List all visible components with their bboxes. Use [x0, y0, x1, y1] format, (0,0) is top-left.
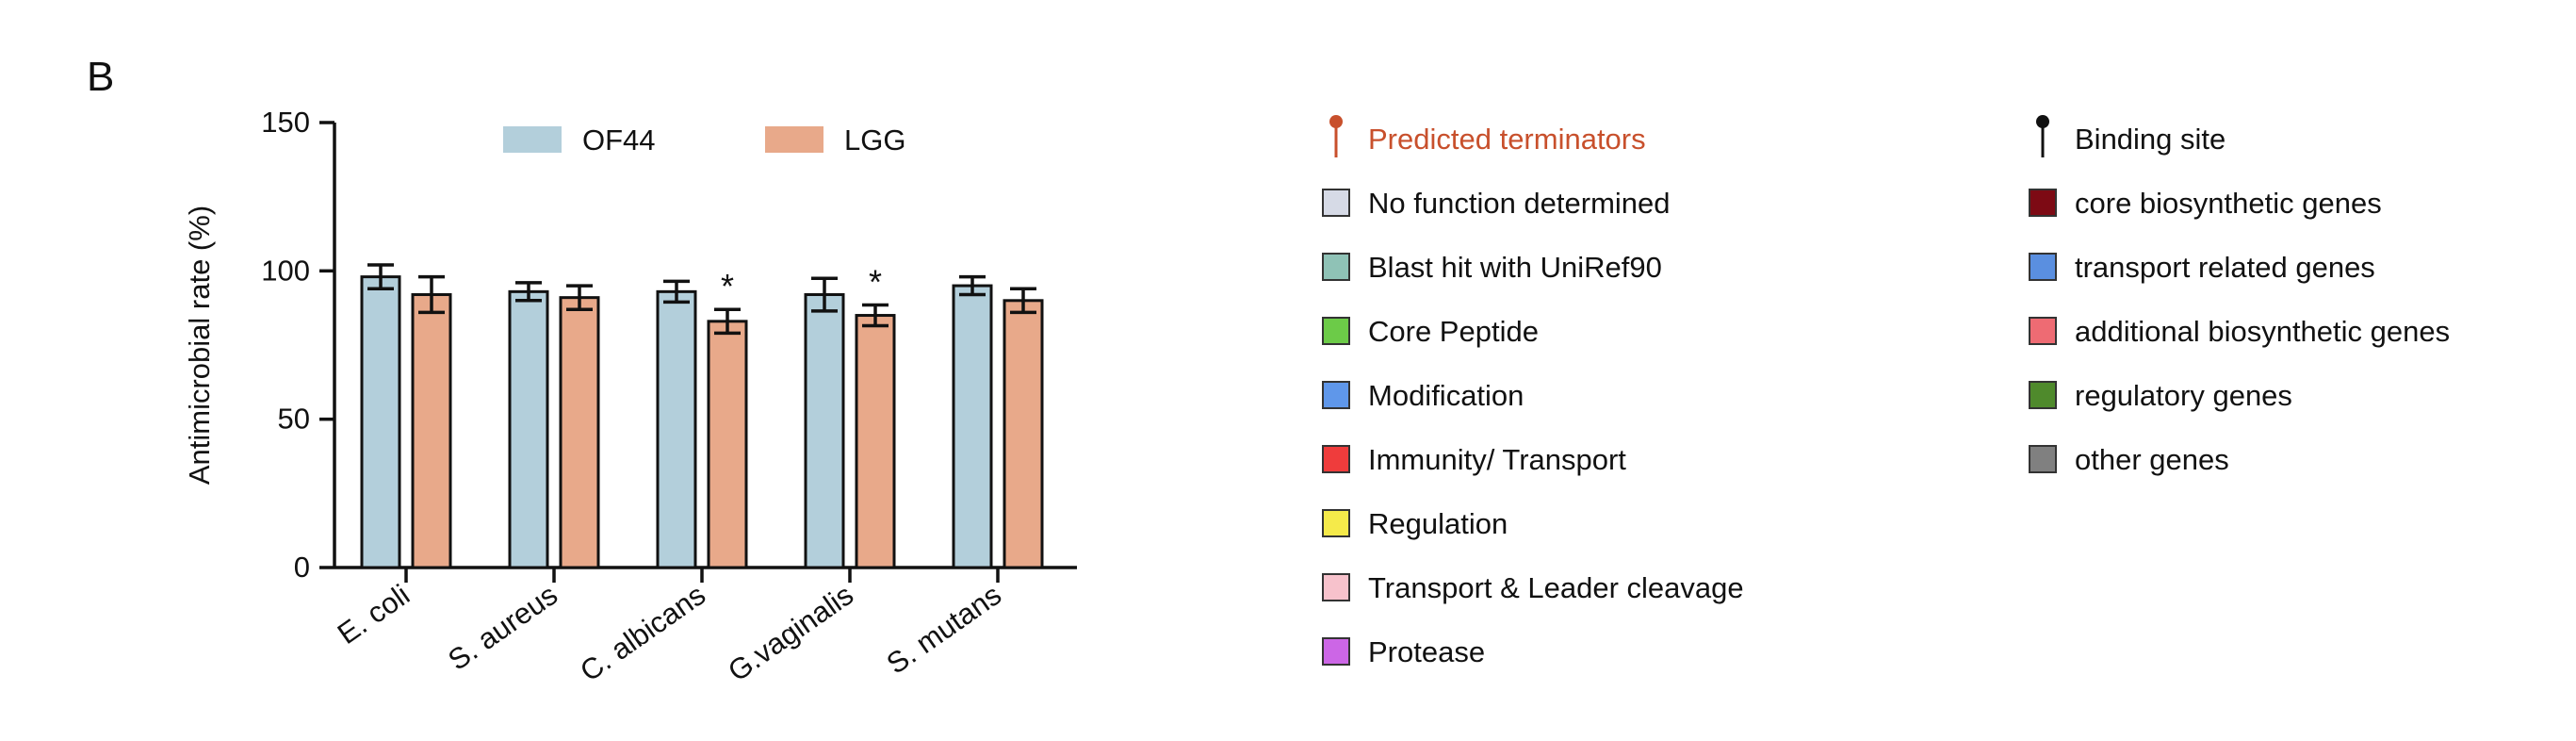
legend-label: additional biosynthetic genes — [2075, 315, 2450, 348]
pin-icon — [1329, 115, 1343, 157]
panel-label: B — [87, 54, 114, 100]
legend-item: Protease — [1322, 635, 1485, 668]
bars — [360, 275, 1044, 569]
legend-label: core biosynthetic genes — [2075, 187, 2382, 220]
legend-label: Modification — [1368, 379, 1524, 412]
legend-item: Predicted terminators — [1329, 115, 1646, 157]
legend-label: Immunity/ Transport — [1368, 443, 1626, 476]
y-tick-label: 100 — [261, 254, 310, 287]
pin-head — [1329, 115, 1343, 128]
bar-of44 — [656, 289, 697, 569]
bar-of44 — [508, 289, 549, 569]
y-tick-label: 0 — [294, 551, 310, 584]
legend-swatch-of44 — [503, 126, 562, 153]
legend-label: Regulation — [1368, 507, 1508, 540]
legend-item: Modification — [1322, 379, 1524, 412]
legend-swatch-lgg — [765, 126, 823, 153]
legend-swatch — [2029, 381, 2057, 409]
legend-label: Predicted terminators — [1368, 123, 1646, 156]
legend-label: Protease — [1368, 635, 1485, 668]
bar-of44 — [360, 275, 401, 569]
legend-label: No function determined — [1368, 187, 1671, 220]
legend-label: transport related genes — [2075, 251, 2375, 284]
x-tick-label: S. mutans — [881, 578, 1007, 681]
y-axis: 0 50 100 150 — [261, 106, 336, 584]
chart-legend: OF44 LGG — [503, 124, 905, 156]
legend-item: Regulation — [1322, 507, 1508, 540]
legend-label: Blast hit with UniRef90 — [1368, 251, 1662, 284]
legend-label-lgg: LGG — [844, 124, 905, 156]
legend-item: transport related genes — [2029, 251, 2375, 284]
legend-item: Blast hit with UniRef90 — [1322, 251, 1662, 284]
legend-swatch — [2029, 189, 2057, 217]
bar-lgg — [855, 314, 896, 569]
bar-lgg — [707, 320, 748, 569]
legend-label: Core Peptide — [1368, 315, 1539, 348]
significance-star: * — [721, 267, 734, 305]
bar-lgg — [411, 293, 452, 569]
significance-annotations: * * — [721, 263, 882, 306]
pin-icon — [2036, 115, 2049, 157]
legend-label-of44: OF44 — [582, 124, 656, 156]
x-tick-label: G.vaginalis — [722, 578, 859, 688]
legend-label: Binding site — [2075, 123, 2225, 156]
legend-swatch — [1322, 573, 1350, 601]
legend-swatch — [2029, 253, 2057, 281]
error-bars — [367, 263, 1036, 336]
legend-swatch — [1322, 509, 1350, 537]
legend-item: Core Peptide — [1322, 315, 1539, 348]
legend-swatch — [1322, 189, 1350, 217]
legend-swatch — [1322, 445, 1350, 473]
y-axis-label: Antimicrobial rate (%) — [183, 206, 216, 485]
pin-head — [2036, 115, 2049, 128]
legend-item: regulatory genes — [2029, 379, 2292, 412]
legend-item: Immunity/ Transport — [1322, 443, 1626, 476]
bar-of44 — [952, 284, 993, 569]
legend-item: Binding site — [2036, 115, 2225, 157]
legend-label: regulatory genes — [2075, 379, 2292, 412]
legend-swatch — [2029, 445, 2057, 473]
legend-swatch — [1322, 381, 1350, 409]
bar-lgg — [559, 296, 600, 569]
x-tick-label: C. albicans — [574, 578, 711, 688]
x-tick-label: S. aureus — [442, 578, 563, 677]
x-tick-label: E. coli — [332, 578, 416, 650]
legend-item: other genes — [2029, 443, 2229, 476]
legend-item: core biosynthetic genes — [2029, 187, 2382, 220]
significance-star: * — [869, 263, 882, 302]
legend-swatch — [1322, 637, 1350, 666]
legend-label: other genes — [2075, 443, 2229, 476]
bar-lgg — [1003, 299, 1044, 569]
legend-swatch — [2029, 317, 2057, 345]
legend-item: No function determined — [1322, 187, 1671, 220]
legend-item: Transport & Leader cleavage — [1322, 571, 1744, 604]
bar-chart: 0 50 100 150 E. coli S. aureus C. albicans G.v… — [183, 106, 1077, 688]
legend-swatch — [1322, 317, 1350, 345]
legend-label: Transport & Leader cleavage — [1368, 571, 1744, 604]
bar-of44 — [804, 293, 845, 569]
x-axis: E. coli S. aureus C. albicans G.vaginalis S.… — [332, 566, 1077, 688]
gene-legend: Predicted terminators No function determi… — [1322, 115, 2450, 668]
legend-item: additional biosynthetic genes — [2029, 315, 2450, 348]
y-tick-label: 50 — [278, 403, 310, 436]
y-tick-label: 150 — [261, 106, 310, 139]
legend-swatch — [1322, 253, 1350, 281]
